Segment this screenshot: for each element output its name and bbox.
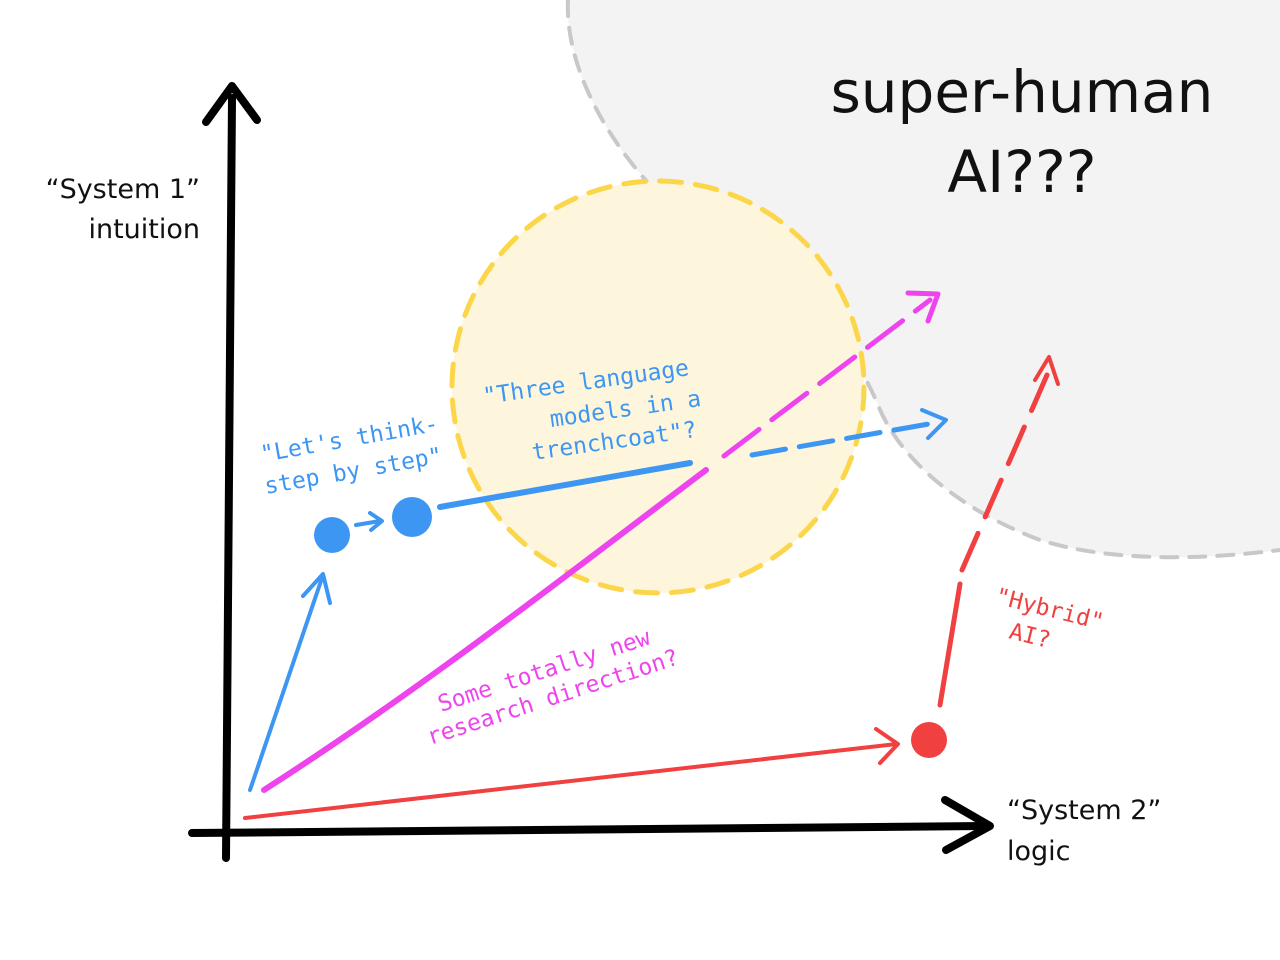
trenchcoat-circle bbox=[449, 178, 867, 596]
magenta-dashed-extension bbox=[721, 297, 933, 459]
red-dot-hybrid bbox=[911, 722, 947, 758]
superhuman-title-line1: super-human bbox=[831, 58, 1214, 126]
red-arrowhead-up bbox=[1033, 355, 1060, 386]
x-axis-label-line2: logic bbox=[1007, 836, 1071, 867]
blue-line-to-trenchcoat bbox=[437, 460, 693, 510]
superhuman-ai-region: super-human AI??? bbox=[565, 0, 1280, 560]
superhuman-region-shape bbox=[567, 0, 1280, 558]
red-label-line2: AI? bbox=[1007, 619, 1054, 654]
blue-dashed-extension bbox=[749, 419, 943, 458]
red-dashed-extension bbox=[959, 372, 1050, 573]
magenta-arrowhead bbox=[905, 290, 941, 324]
superhuman-region-border bbox=[565, 0, 1280, 560]
x-axis-line bbox=[188, 822, 989, 837]
red-arrowhead-to-hybrid bbox=[874, 727, 900, 765]
blue-dot-second bbox=[392, 497, 432, 537]
trenchcoat-region bbox=[449, 178, 867, 596]
x-axis-label-line1: “System 2” bbox=[1007, 795, 1161, 826]
blue-arrowhead-to-cot bbox=[301, 572, 332, 605]
blue-arrow-between-dots bbox=[354, 519, 382, 527]
axes: “System 1” intuition “System 2” logic bbox=[46, 82, 1161, 867]
red-line-to-hybrid bbox=[243, 742, 899, 820]
red-line-up bbox=[937, 581, 963, 708]
blue-arrow-to-cot bbox=[248, 576, 324, 792]
magenta-solid-line bbox=[261, 467, 709, 793]
superhuman-title-line2: AI??? bbox=[947, 138, 1096, 206]
y-axis-label-line2: intuition bbox=[88, 214, 200, 245]
blue-dot-first bbox=[314, 517, 350, 553]
y-axis-label-line1: “System 1” bbox=[46, 174, 200, 205]
x-axis-arrowhead bbox=[941, 796, 994, 854]
y-axis-line bbox=[222, 94, 236, 862]
y-axis-arrowhead bbox=[202, 82, 261, 126]
blue-arrowhead-between-dots bbox=[368, 511, 384, 532]
blue-dashed-arrowhead bbox=[920, 408, 948, 440]
